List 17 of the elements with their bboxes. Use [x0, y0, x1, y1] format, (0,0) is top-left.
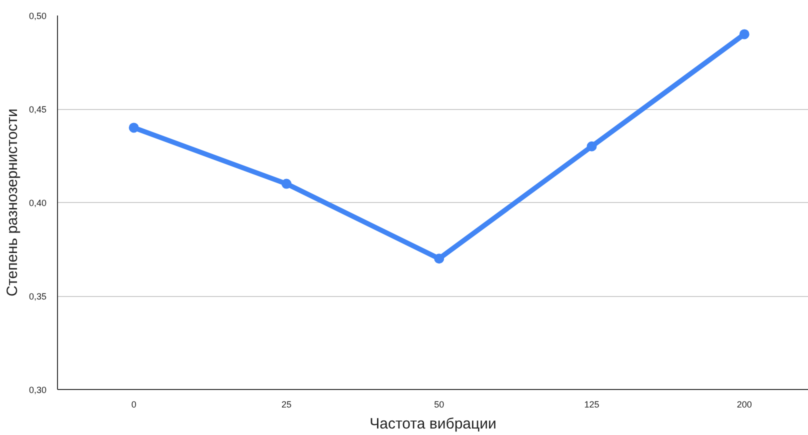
- x-tick-label: 25: [281, 400, 292, 410]
- x-tick-label: 50: [434, 400, 444, 410]
- point: [128, 122, 139, 133]
- y-axis-title: Степень разнозернистости: [4, 108, 21, 296]
- point: [586, 141, 597, 152]
- x-tick-label: 0: [131, 400, 136, 410]
- y-tick-label: 0,45: [28, 104, 47, 114]
- y-tick-label: 0,35: [28, 292, 47, 302]
- point: [281, 178, 292, 189]
- point: [434, 254, 444, 264]
- y-tick-label: 0,50: [28, 11, 47, 21]
- x-tick-label: 125: [584, 400, 600, 410]
- x-axis-title: Частота вибрации: [370, 416, 496, 432]
- point: [739, 29, 750, 40]
- y-tick-label: 0,30: [28, 385, 47, 395]
- x-tick-label: 200: [736, 400, 752, 410]
- y-tick-label: 0,40: [28, 198, 47, 208]
